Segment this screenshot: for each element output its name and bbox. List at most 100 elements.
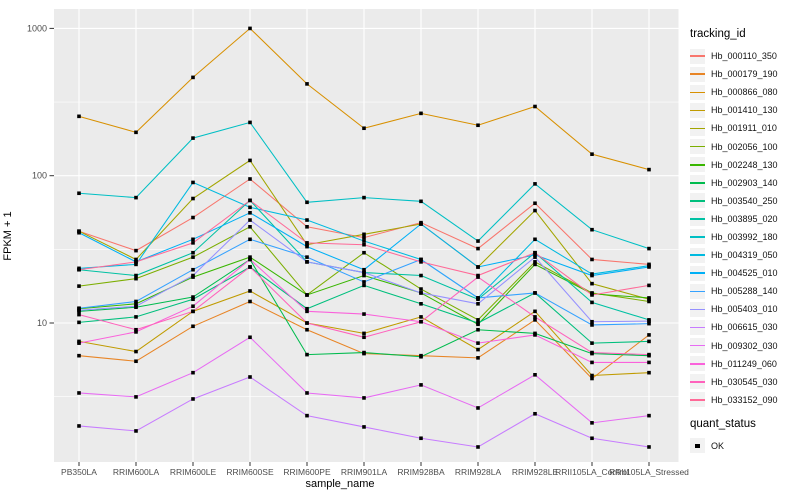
y-axis-title: FPKM + 1 xyxy=(2,211,14,261)
legend-item-label: Hb_002056_100 xyxy=(711,141,778,152)
data-point xyxy=(305,200,309,205)
legend-item-Hb_003540_250: Hb_003540_250 xyxy=(690,192,798,210)
legend-item-label: Hb_004319_050 xyxy=(711,250,778,261)
data-point xyxy=(647,283,651,288)
data-point xyxy=(248,335,252,340)
data-point xyxy=(77,424,81,428)
series-color-line-icon xyxy=(690,55,705,57)
legend-key-line-icon xyxy=(690,374,705,390)
x-tick-label: RRIM600LA xyxy=(113,467,160,477)
legend-key-line-icon xyxy=(690,157,705,173)
legend-item-Hb_000179_190: Hb_000179_190 xyxy=(690,65,798,83)
data-point xyxy=(305,224,309,229)
legend-item-Hb_005288_140: Hb_005288_140 xyxy=(690,282,798,300)
axis-tick-marks xyxy=(49,27,650,466)
data-point xyxy=(305,327,309,332)
data-point xyxy=(362,195,366,200)
data-point xyxy=(248,375,252,379)
data-point xyxy=(533,318,537,322)
legend-item-label: Hb_001410_130 xyxy=(711,105,778,116)
data-point xyxy=(533,201,537,206)
data-point xyxy=(191,215,195,220)
data-point xyxy=(248,255,252,259)
series-color-line-icon xyxy=(690,182,705,184)
data-point xyxy=(191,241,195,245)
legend-item-Hb_002248_130: Hb_002248_130 xyxy=(690,156,798,174)
data-point xyxy=(77,306,81,311)
legend-item-label: Hb_005288_140 xyxy=(711,286,778,297)
series-color-line-icon xyxy=(690,218,705,220)
data-point xyxy=(476,347,480,352)
data-point xyxy=(248,218,252,222)
data-point xyxy=(134,276,138,281)
data-point xyxy=(77,341,81,345)
legend-item-label: Hb_011249_060 xyxy=(711,358,777,369)
legend-item-label: Hb_000179_190 xyxy=(711,69,778,80)
data-point xyxy=(305,260,309,264)
legend-item-Hb_011249_060: Hb_011249_060 xyxy=(690,355,798,373)
data-point xyxy=(476,302,480,306)
data-point xyxy=(647,321,651,326)
legend-item-Hb_033152_090: Hb_033152_090 xyxy=(690,391,798,409)
data-point xyxy=(248,257,252,262)
data-point xyxy=(419,273,423,278)
data-point xyxy=(77,391,81,395)
data-point xyxy=(77,312,81,317)
data-point xyxy=(248,177,252,181)
data-point xyxy=(647,299,651,304)
data-point xyxy=(476,239,480,243)
data-point xyxy=(362,331,366,336)
data-point xyxy=(248,120,252,125)
data-point xyxy=(305,242,309,247)
data-point xyxy=(305,293,309,297)
data-point xyxy=(476,246,480,251)
legend-item-Hb_001911_010: Hb_001911_010 xyxy=(690,119,798,137)
tracking-id-legend-items: Hb_000110_350 Hb_000179_190 Hb_000866_080 H… xyxy=(690,47,798,409)
data-point xyxy=(305,218,309,222)
data-point xyxy=(476,123,480,128)
data-point xyxy=(248,205,252,210)
data-point xyxy=(590,300,594,305)
data-point xyxy=(305,255,309,259)
data-point xyxy=(419,354,423,359)
y-tick-labels: 10 100 1000 xyxy=(27,23,47,328)
data-point xyxy=(590,376,594,381)
data-point xyxy=(533,253,537,257)
data-point xyxy=(533,250,537,255)
data-point xyxy=(533,104,537,109)
data-point xyxy=(248,265,252,269)
series-color-line-icon xyxy=(690,163,705,166)
series-color-line-icon xyxy=(690,73,705,76)
data-point xyxy=(590,281,594,286)
data-point xyxy=(647,333,651,337)
data-point xyxy=(77,284,81,288)
data-point xyxy=(533,333,537,337)
x-tick-label: RRIM928BA xyxy=(397,467,445,477)
data-point xyxy=(647,265,651,269)
x-axis-title: sample_name xyxy=(305,478,375,490)
data-point xyxy=(647,296,651,300)
legend-item-label: Hb_006615_030 xyxy=(711,322,778,333)
legend-key-line-icon xyxy=(690,193,705,209)
data-point xyxy=(305,321,309,325)
legend-key-line-icon xyxy=(690,283,705,299)
data-point xyxy=(590,341,594,345)
data-point xyxy=(362,267,366,272)
data-point xyxy=(134,315,138,319)
data-point xyxy=(134,330,138,334)
series-color-line-icon xyxy=(690,254,705,256)
data-point xyxy=(248,210,252,215)
data-point xyxy=(134,359,138,364)
panel-background xyxy=(54,9,679,462)
x-tick-label: PB350LA xyxy=(61,467,97,477)
data-point xyxy=(134,327,138,332)
legend-item-Hb_030545_030: Hb_030545_030 xyxy=(690,373,798,391)
data-point xyxy=(419,199,423,204)
data-point xyxy=(419,302,423,306)
data-point xyxy=(362,280,366,284)
data-point xyxy=(419,383,423,387)
data-point xyxy=(476,327,480,332)
legend-item-Hb_005403_010: Hb_005403_010 xyxy=(690,300,798,318)
data-point xyxy=(191,304,195,309)
x-tick-label: RRIM600LE xyxy=(170,467,217,477)
